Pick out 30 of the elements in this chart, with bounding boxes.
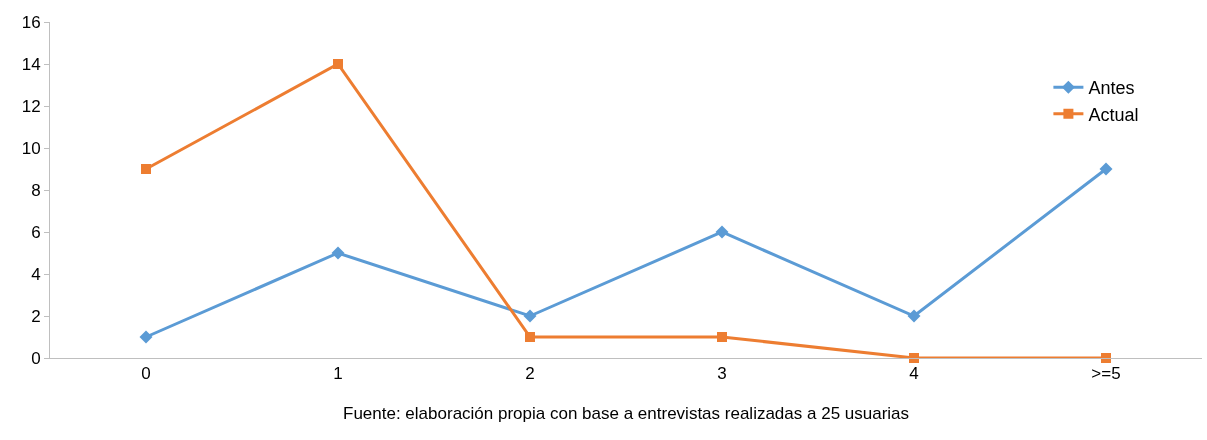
- point: [523, 309, 537, 323]
- point: [1099, 162, 1113, 176]
- x-tick-label: >=5: [1091, 364, 1121, 384]
- legend-label: Antes: [1088, 78, 1135, 99]
- point: [331, 246, 345, 260]
- x-tick-label: 3: [717, 364, 727, 384]
- point: [1101, 353, 1111, 363]
- y-tick-label: 0: [31, 348, 41, 368]
- point: [141, 164, 151, 174]
- x-tick-label: 4: [909, 364, 919, 384]
- y-tick-label: 4: [31, 264, 41, 284]
- y-tick-label: 8: [31, 180, 41, 200]
- y-tick-label: 14: [21, 54, 41, 74]
- point: [909, 353, 919, 363]
- y-tick-label: 6: [31, 222, 41, 242]
- point: [139, 330, 153, 344]
- x-tick-label: 0: [141, 364, 151, 384]
- point: [715, 225, 729, 239]
- point: [717, 332, 727, 342]
- y-tick-label: 12: [21, 96, 41, 116]
- source-note: Fuente: elaboración propia con base a entrevistas realizadas a 25 usuarias: [343, 404, 910, 423]
- x-tick-label: 1: [333, 364, 343, 384]
- y-tick-label: 2: [31, 306, 41, 326]
- point: [525, 332, 535, 342]
- point: [333, 59, 343, 69]
- x-tick-label: 2: [525, 364, 535, 384]
- legend-label: Actual: [1088, 104, 1139, 125]
- y-tick-label: 16: [21, 12, 41, 32]
- y-tick-label: 10: [21, 138, 41, 158]
- point: [907, 309, 921, 323]
